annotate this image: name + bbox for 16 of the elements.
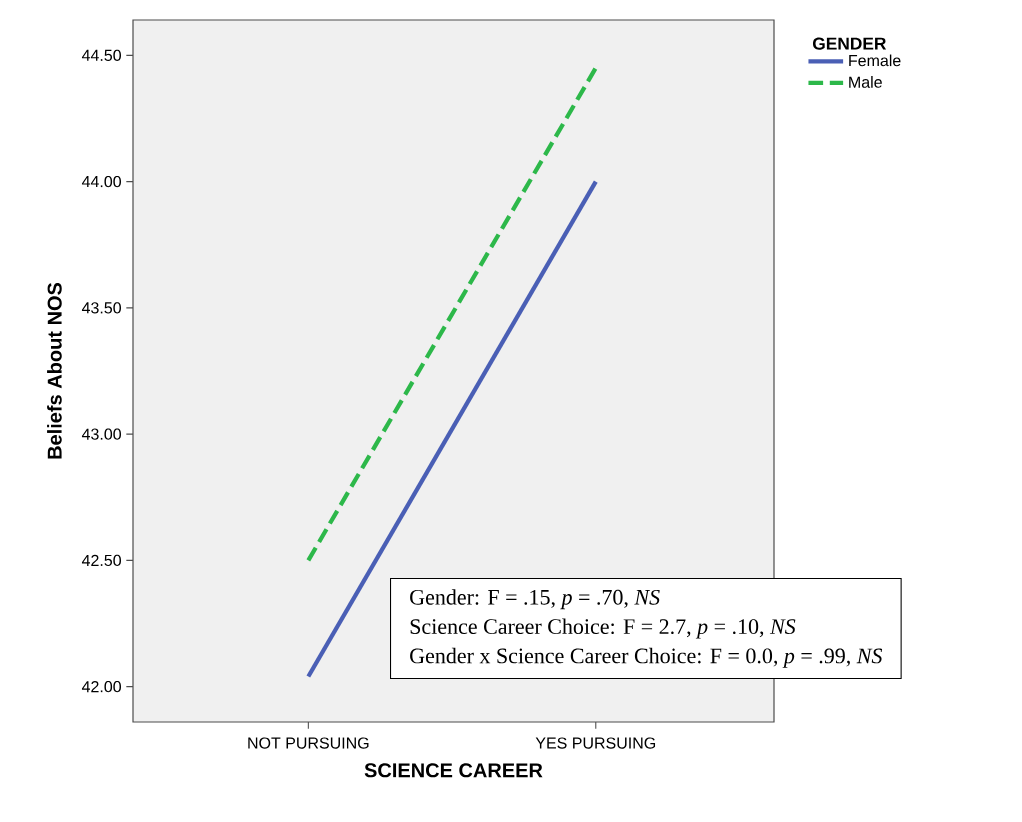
y-tick-label: 44.50 — [81, 49, 121, 61]
x-tick-label: YES PURSUING — [535, 737, 656, 749]
y-tick-label: 42.00 — [81, 680, 121, 693]
annotation: Gender x Science Career Choice: F = 0.0, p = .99, NS — [410, 647, 883, 668]
legend-label: Male — [849, 76, 882, 88]
annotation: Science Career Choice: F = 2.7, p = .10, NS — [410, 618, 796, 639]
y-tick-label: 43.00 — [81, 428, 121, 440]
legend-title: GENDER — [812, 37, 887, 50]
y-tick-label: 42.50 — [81, 554, 121, 567]
x-tick-label: NOT PURSUING — [248, 737, 369, 749]
y-tick-label: 44.00 — [81, 175, 121, 188]
y-axis-title: Beliefs About NOS — [47, 282, 62, 459]
legend-label: Female — [849, 54, 901, 67]
y-tick-label: 43.50 — [81, 302, 121, 314]
x-axis-title: SCIENCE CAREER — [364, 763, 543, 778]
annotation: Gender: F = .15, p = .70, NS — [410, 589, 660, 610]
